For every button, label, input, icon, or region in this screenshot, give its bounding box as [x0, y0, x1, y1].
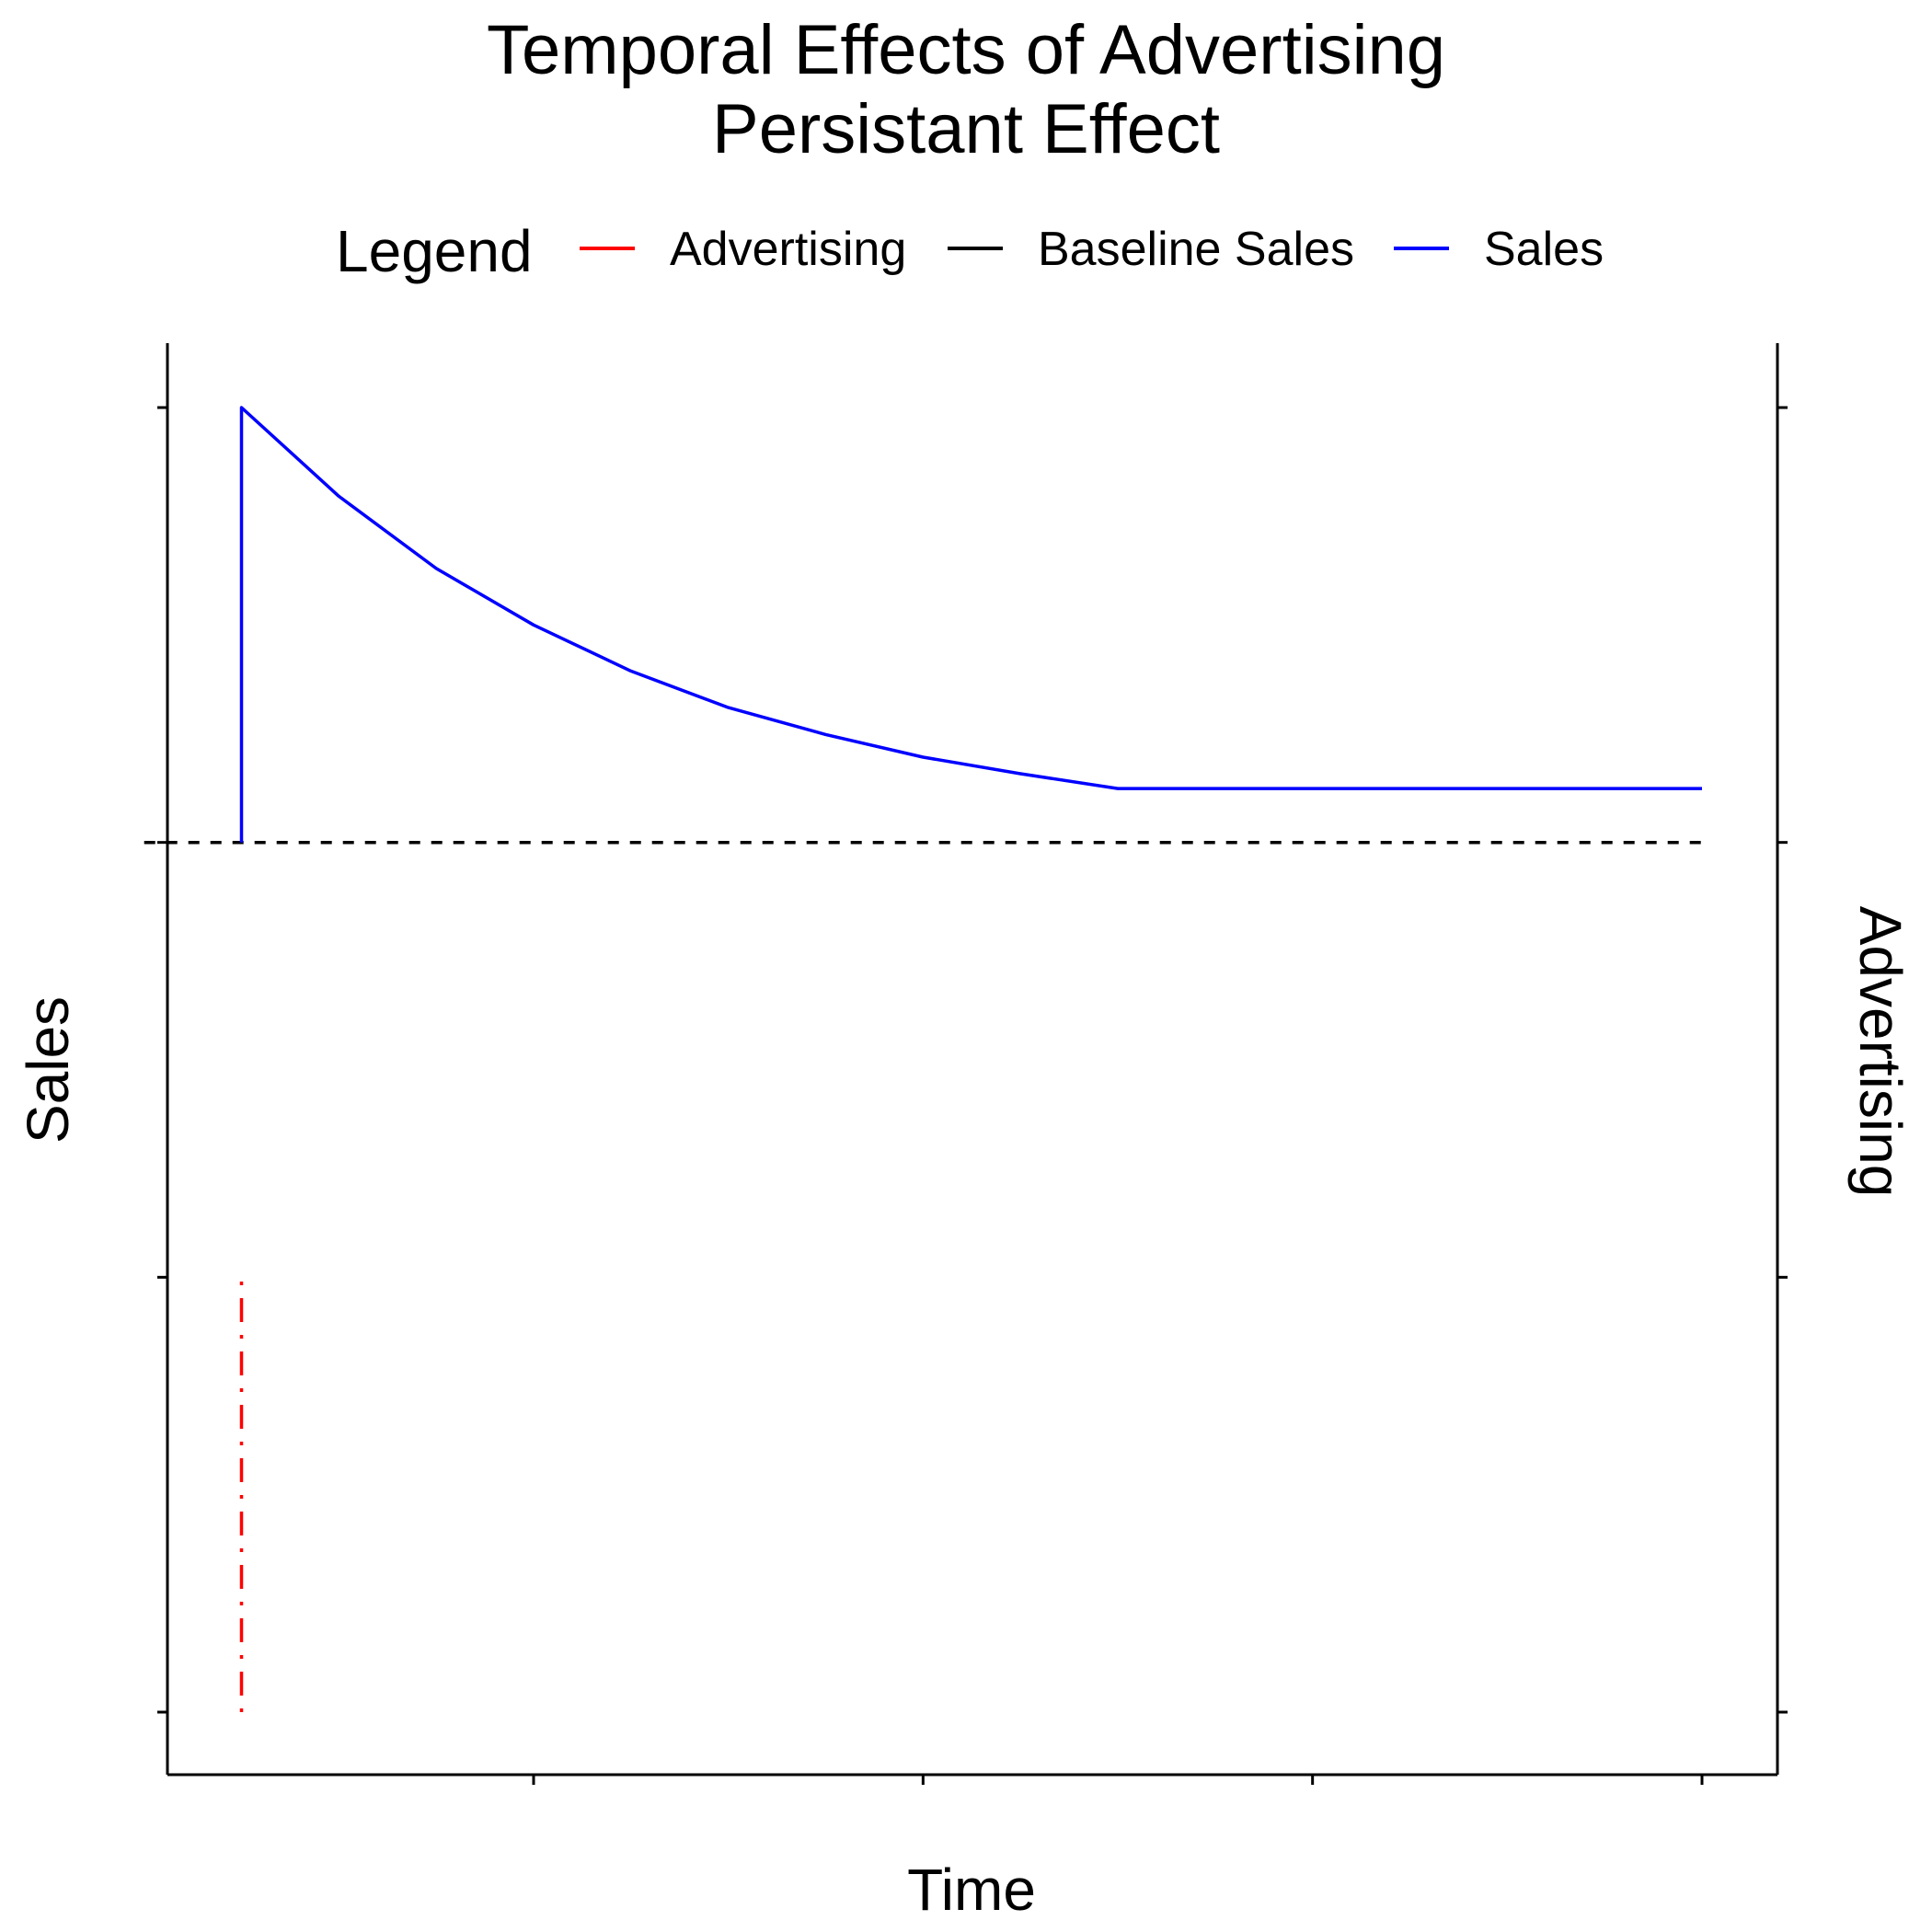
chart-subtitle: Persistant Effect [712, 90, 1220, 168]
series-line-sales [239, 406, 1702, 843]
axis-ticks [157, 406, 1788, 1785]
y-axis-title: Sales [15, 996, 81, 1144]
axes [157, 343, 1788, 1785]
legend-label-sales: Sales [1484, 223, 1604, 276]
x-axis-title: Time [907, 1857, 1036, 1923]
legend-label-baseline-sales: Baseline Sales [1038, 223, 1354, 276]
legend: Legend Advertising Baseline Sales Sales [336, 218, 1604, 284]
chart-title: Temporal Effects of Advertising [487, 11, 1445, 89]
series-layer [144, 406, 1702, 1712]
legend-label-advertising: Advertising [670, 223, 906, 276]
y-axis-right-title: Advertising [1847, 906, 1914, 1198]
legend-title: Legend [336, 218, 533, 284]
